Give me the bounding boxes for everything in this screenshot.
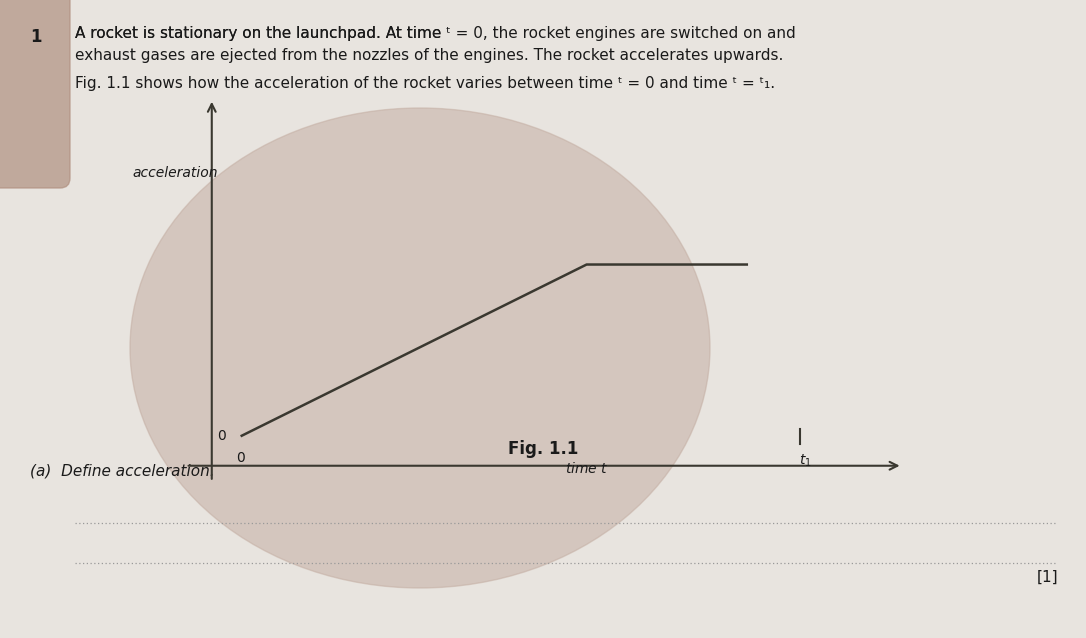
Ellipse shape [130,108,710,588]
Text: (a)  Define acceleration.: (a) Define acceleration. [30,463,215,478]
Text: [1]: [1] [1036,570,1058,585]
Text: time $t$: time $t$ [565,461,608,476]
Text: $t_1$: $t_1$ [799,452,812,469]
Text: A rocket is stationary on the launchpad. At time ᵗ = 0, the rocket engines are s: A rocket is stationary on the launchpad.… [75,26,796,41]
Text: acceleration: acceleration [132,167,217,181]
Text: 1: 1 [30,28,41,46]
Text: 0: 0 [217,429,226,443]
Text: A rocket is stationary on the launchpad. At time: A rocket is stationary on the launchpad.… [75,26,446,41]
FancyBboxPatch shape [0,0,70,188]
Text: exhaust gases are ejected from the nozzles of the engines. The rocket accelerate: exhaust gases are ejected from the nozzl… [75,48,783,63]
Text: Fig. 1.1 shows how the acceleration of the rocket varies between time ᵗ = 0 and : Fig. 1.1 shows how the acceleration of t… [75,76,775,91]
Text: 0: 0 [237,451,245,465]
Text: Fig. 1.1: Fig. 1.1 [508,440,578,458]
